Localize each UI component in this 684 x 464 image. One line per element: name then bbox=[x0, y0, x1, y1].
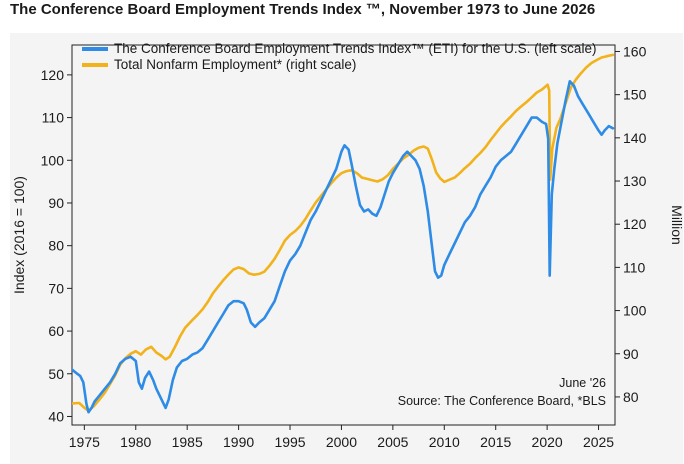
y-tick-label: 90 bbox=[48, 195, 64, 211]
x-tick-label: 2005 bbox=[377, 434, 408, 450]
y-axis-title: Index (2016 = 100) bbox=[11, 176, 27, 294]
source-note: Source: The Conference Board, *BLS bbox=[398, 394, 606, 408]
y2-tick-label: 150 bbox=[623, 87, 647, 103]
y2-tick-label: 120 bbox=[623, 216, 647, 232]
x-tick-label: 1980 bbox=[120, 434, 151, 450]
series-line-eti bbox=[72, 80, 615, 414]
y-tick-label: 60 bbox=[48, 323, 64, 339]
y2-tick-label: 90 bbox=[623, 346, 639, 362]
plot-frame bbox=[71, 44, 616, 426]
y2-tick-label: 140 bbox=[623, 130, 647, 146]
x-tick-label: 2025 bbox=[583, 434, 614, 450]
y-tick-label: 100 bbox=[41, 152, 65, 168]
employment-trends-chart: 1975 1980 1985 1990 1995 2000 2005 2010 2015 2020… bbox=[11, 41, 683, 450]
y-tick-label: 70 bbox=[48, 280, 64, 296]
y2-tick-label: 80 bbox=[623, 389, 639, 405]
page-title: The Conference Board Employment Trends I… bbox=[10, 1, 596, 18]
x-tick-label: 2010 bbox=[429, 434, 460, 450]
y2-tick-label: 160 bbox=[623, 43, 647, 59]
y-tick-label: 80 bbox=[48, 238, 64, 254]
y-tick-label: 40 bbox=[48, 408, 64, 424]
y2-tick-label: 100 bbox=[623, 303, 647, 319]
x-tick-label: 2020 bbox=[532, 434, 563, 450]
x-tick-label: 1995 bbox=[274, 434, 305, 450]
x-tick-label: 2015 bbox=[480, 434, 511, 450]
y-tick-label: 120 bbox=[41, 67, 65, 83]
x-tick-label: 1975 bbox=[69, 434, 100, 450]
y-tick-label: 110 bbox=[42, 110, 65, 126]
x-tick-label: 2000 bbox=[326, 434, 357, 450]
legend-label-eti: The Conference Board Employment Trends I… bbox=[114, 41, 596, 56]
date-note: June '26 bbox=[559, 376, 606, 390]
y-tick-label: 50 bbox=[48, 366, 64, 382]
chart-area: 1975 1980 1985 1990 1995 2000 2005 2010 2015 2020… bbox=[10, 33, 683, 464]
y2-tick-label: 110 bbox=[623, 259, 646, 275]
y2-axis-title: Million bbox=[669, 205, 683, 245]
x-tick-label: 1990 bbox=[223, 434, 254, 450]
y2-tick-label: 130 bbox=[623, 173, 647, 189]
legend-label-nonfarm: Total Nonfarm Employment* (right scale) bbox=[114, 57, 356, 72]
x-tick-label: 1985 bbox=[172, 434, 203, 450]
